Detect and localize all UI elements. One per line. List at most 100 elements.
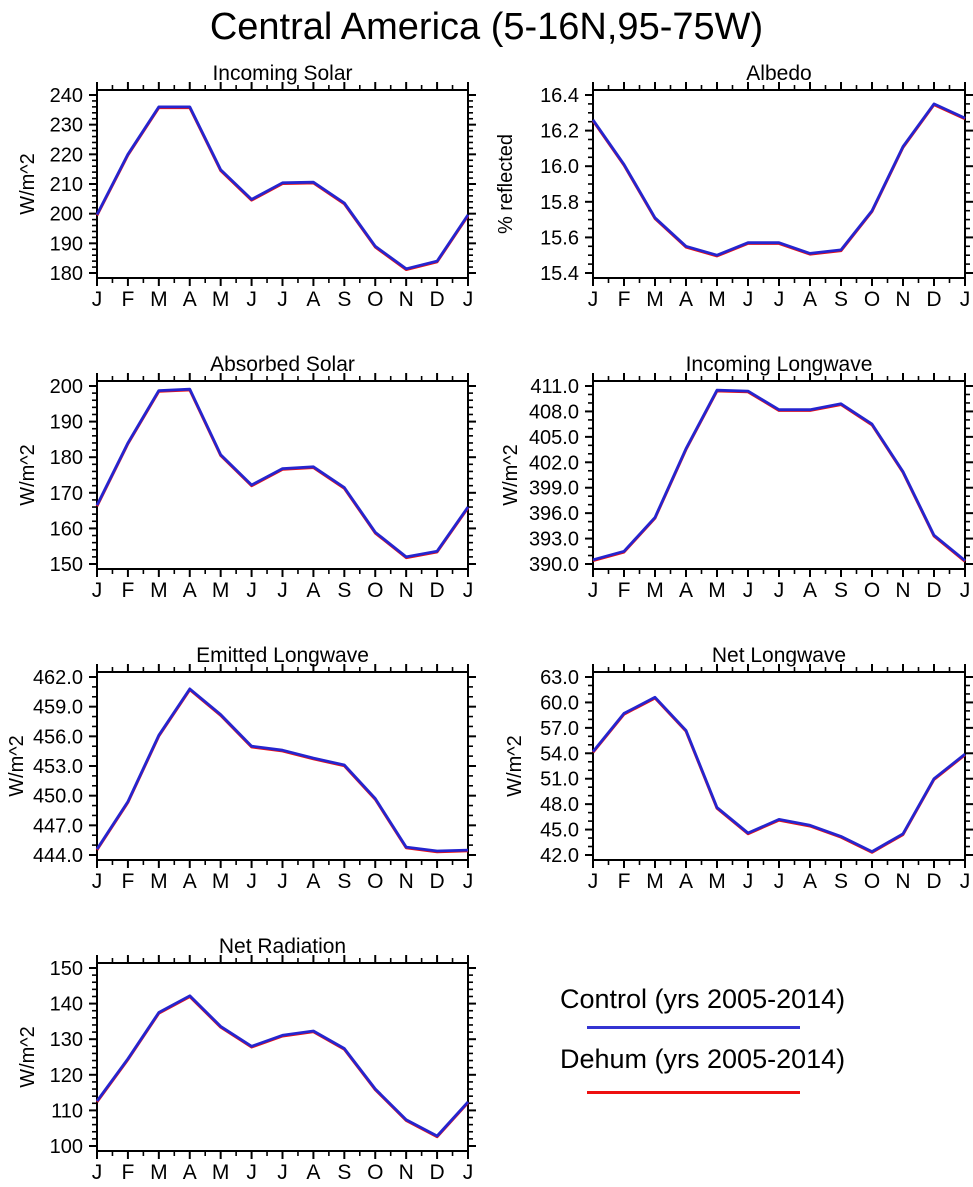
svg-text:J: J: [92, 579, 103, 602]
svg-text:M: M: [646, 288, 664, 311]
svg-text:J: J: [277, 870, 288, 893]
svg-text:160: 160: [50, 518, 83, 540]
legend-line-dehum-swatch: [587, 1091, 800, 1094]
y-axis-label: W/m^2: [17, 444, 39, 506]
svg-text:J: J: [246, 870, 257, 893]
svg-text:D: D: [429, 870, 444, 893]
emitted-longwave-plot: Emitted Longwave W/m^2 444.0 447.0 450.0 453.…: [6, 644, 476, 893]
albedo-plot: Albedo % reflected 15.4 15.6 15.8 16.0 16.2 16.…: [495, 62, 973, 311]
svg-text:M: M: [212, 288, 230, 311]
svg-text:450.0: 450.0: [33, 786, 83, 808]
svg-text:A: A: [679, 870, 693, 893]
svg-text:S: S: [337, 288, 351, 311]
chart-incoming-longwave: Incoming Longwave W/m^2 390.0 393.0 396.0 399…: [483, 346, 973, 637]
series-control-line: [591, 695, 966, 854]
series-dehum-line: [95, 106, 470, 272]
svg-text:J: J: [463, 1161, 474, 1184]
svg-text:J: J: [463, 870, 474, 893]
svg-text:D: D: [926, 288, 941, 311]
svg-text:A: A: [803, 288, 817, 311]
svg-text:O: O: [367, 288, 383, 311]
svg-text:M: M: [708, 870, 726, 893]
svg-text:200: 200: [50, 376, 83, 398]
y-tick-labels: 15.4 15.6 15.8 16.0 16.2 16.4: [540, 85, 579, 285]
svg-text:J: J: [246, 1161, 257, 1184]
svg-text:130: 130: [50, 1029, 83, 1051]
series-control-line: [95, 105, 470, 271]
svg-text:A: A: [183, 870, 197, 893]
svg-text:O: O: [864, 288, 880, 311]
svg-text:220: 220: [50, 144, 83, 166]
svg-text:N: N: [895, 288, 910, 311]
svg-text:54.0: 54.0: [540, 743, 579, 765]
series-control-line: [95, 687, 469, 853]
svg-text:120: 120: [50, 1065, 83, 1087]
panel-title: Albedo: [746, 62, 811, 85]
figure-title: Central America (5-16N,95-75W): [209, 6, 764, 48]
svg-text:N: N: [895, 870, 910, 893]
svg-text:J: J: [774, 288, 785, 311]
svg-text:J: J: [463, 579, 474, 602]
series-control-line: [592, 388, 966, 562]
svg-text:M: M: [212, 579, 230, 602]
svg-text:F: F: [618, 579, 631, 602]
svg-text:A: A: [183, 579, 197, 602]
svg-text:453.0: 453.0: [33, 756, 83, 778]
svg-text:462.0: 462.0: [33, 667, 83, 689]
svg-text:W/m^2: W/m^2: [6, 735, 28, 797]
svg-text:Net Longwave: Net Longwave: [712, 644, 846, 667]
svg-text:150: 150: [50, 958, 83, 980]
net-longwave-plot: Net Longwave W/m^2 42.0 45.0 48.0 51.0 54.0 57.…: [504, 644, 973, 893]
chart-net-radiation: Net Radiation W/m^2 100 110 120 130 140 150 J F M A…: [0, 928, 490, 1187]
svg-text:51.0: 51.0: [540, 769, 579, 791]
svg-text:M: M: [150, 288, 168, 311]
axes: [89, 955, 476, 1159]
svg-text:M: M: [150, 579, 168, 602]
svg-text:16.4: 16.4: [540, 85, 579, 107]
svg-text:W/m^2: W/m^2: [504, 735, 526, 797]
svg-text:J: J: [588, 870, 599, 893]
svg-text:42.0: 42.0: [540, 845, 579, 867]
svg-text:Albedo: Albedo: [746, 62, 811, 85]
series-dehum-line: [95, 688, 469, 854]
axes: [585, 373, 973, 577]
svg-text:230: 230: [50, 115, 83, 137]
svg-text:110: 110: [51, 1100, 83, 1122]
svg-text:S: S: [834, 579, 848, 602]
svg-text:J: J: [92, 1161, 103, 1184]
legend: Control (yrs 2005-2014) Dehum (yrs 2005-…: [540, 975, 973, 1135]
y-tick-labels: 180 190 200 210 220 230 240: [50, 85, 83, 285]
svg-text:S: S: [337, 1161, 351, 1184]
series-dehum-line: [592, 389, 966, 563]
svg-text:16.2: 16.2: [540, 121, 579, 143]
svg-text:J: J: [774, 579, 785, 602]
svg-text:180: 180: [50, 447, 83, 469]
y-tick-labels: 444.0 447.0 450.0 453.0 456.0 459.0 462.0: [33, 667, 83, 867]
chart-incoming-solar: Incoming Solar W/m^2 180 190 200 210 220 230 240…: [0, 55, 490, 346]
y-axis-label: % reflected: [495, 134, 517, 234]
y-tick-labels: 42.0 45.0 48.0 51.0 54.0 57.0 60.0 63.0: [540, 667, 579, 867]
legend-label-control: Control (yrs 2005-2014): [560, 984, 846, 1014]
svg-text:100: 100: [50, 1136, 83, 1158]
chart-albedo: Albedo % reflected 15.4 15.6 15.8 16.0 16.2 16.…: [483, 55, 973, 346]
svg-text:D: D: [429, 288, 444, 311]
svg-text:456.0: 456.0: [33, 726, 83, 748]
svg-text:W/m^2: W/m^2: [500, 444, 522, 506]
svg-text:A: A: [183, 1161, 197, 1184]
svg-text:A: A: [306, 288, 320, 311]
svg-text:210: 210: [50, 174, 83, 196]
svg-text:16.0: 16.0: [540, 156, 579, 178]
panel-title: Incoming Solar: [212, 62, 352, 85]
svg-text:J: J: [960, 870, 971, 893]
svg-text:S: S: [834, 288, 848, 311]
svg-text:D: D: [429, 579, 444, 602]
axes: [89, 664, 476, 868]
svg-text:Incoming Longwave: Incoming Longwave: [686, 353, 873, 376]
chart-net-longwave: Net Longwave W/m^2 42.0 45.0 48.0 51.0 54.0 57.…: [483, 637, 973, 928]
svg-text:D: D: [429, 1161, 444, 1184]
svg-text:N: N: [399, 1161, 414, 1184]
svg-text:J: J: [960, 579, 971, 602]
svg-text:F: F: [122, 579, 135, 602]
y-axis-label: W/m^2: [6, 735, 28, 797]
